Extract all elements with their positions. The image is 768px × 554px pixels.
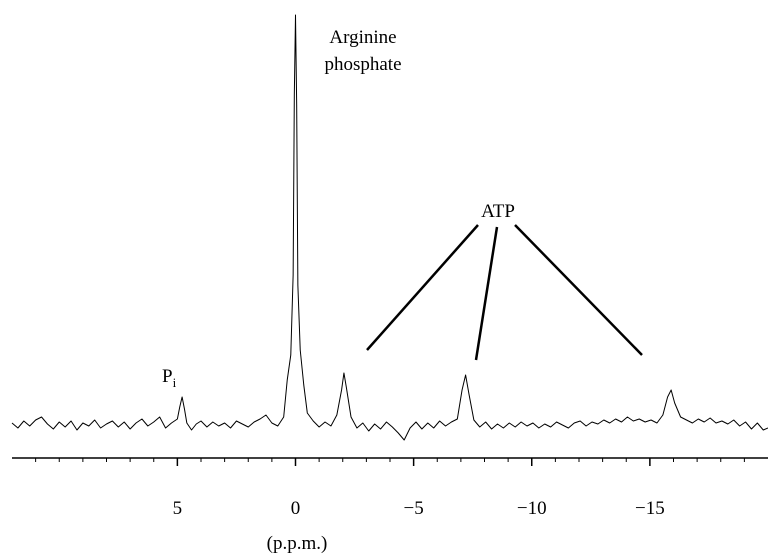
x-tick-label: −5 xyxy=(404,498,424,519)
annotation: Arginine xyxy=(329,27,396,48)
annotation-subscript: i xyxy=(173,375,177,390)
pointer xyxy=(366,224,479,351)
spectrum-line xyxy=(11,14,768,441)
annotation-main: P xyxy=(162,366,173,387)
x-axis-label: (p.p.m.) xyxy=(267,533,328,554)
pointer xyxy=(514,224,643,356)
annotation: ATP xyxy=(481,201,515,222)
annotation: Pi xyxy=(162,366,177,390)
x-tick-label: −15 xyxy=(635,498,665,519)
x-tick-label: 0 xyxy=(291,498,301,519)
x-tick-label: 5 xyxy=(173,498,183,519)
pointer xyxy=(474,226,499,361)
annotation: phosphate xyxy=(324,54,401,75)
x-tick-label: −10 xyxy=(517,498,547,519)
